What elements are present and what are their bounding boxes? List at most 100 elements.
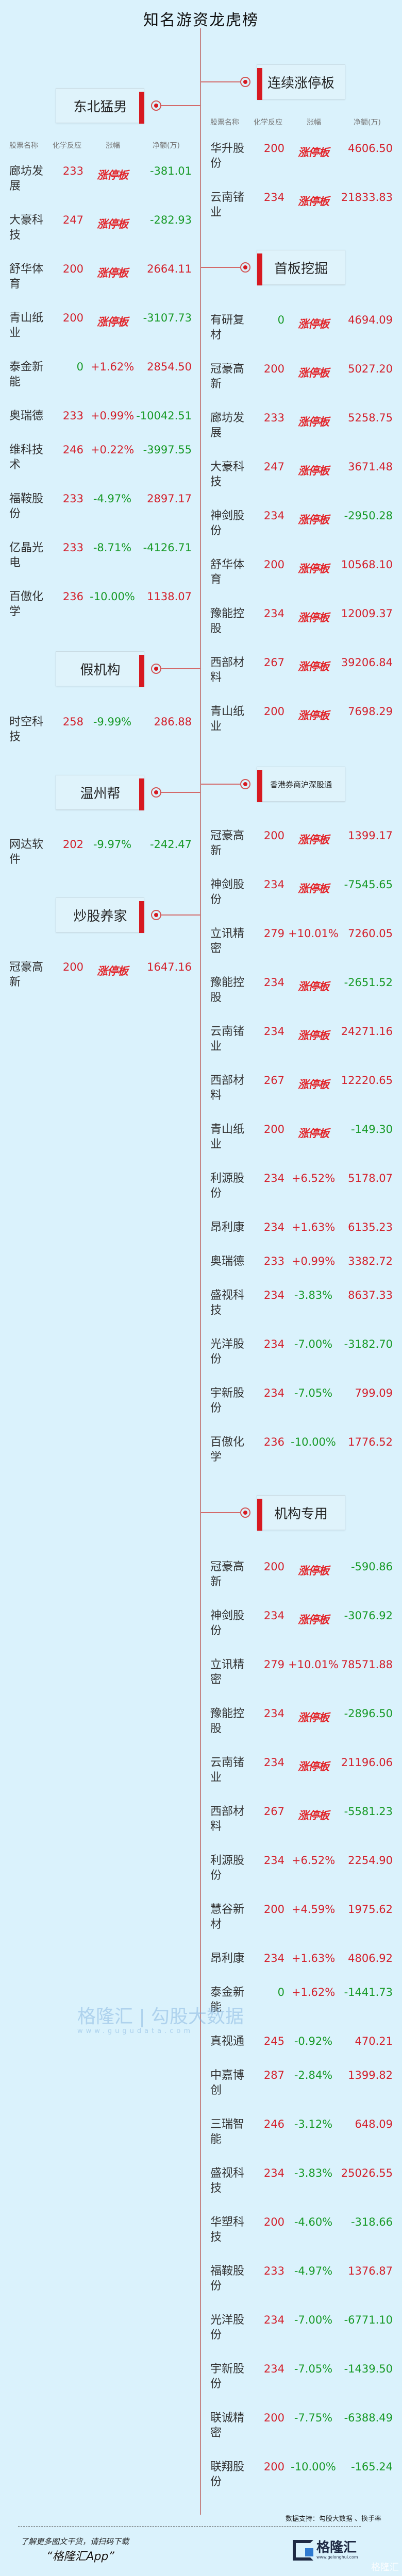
stock-name[interactable]: 光洋股份 xyxy=(210,1338,245,1366)
table-row[interactable]: 神剑股份 234 涨停板 -2950.28 xyxy=(201,509,402,557)
section-tag[interactable]: 首板挖掘 xyxy=(257,250,345,285)
section-tag[interactable]: 机构专用 xyxy=(257,1495,345,1531)
stock-name[interactable]: 大豪科技 xyxy=(9,214,44,242)
table-row[interactable]: 泰金新能 0 +1.62% 2854.50 xyxy=(0,360,201,409)
table-row[interactable]: 西部材料 267 涨停板 -5581.23 xyxy=(201,1804,402,1853)
table-row[interactable]: 青山纸业 200 涨停板 7698.29 xyxy=(201,704,402,735)
stock-name[interactable]: 宇新股份 xyxy=(210,2363,245,2391)
table-row[interactable]: 福鞍股份 233 -4.97% 2897.17 xyxy=(0,492,201,540)
stock-name[interactable]: 神剑股份 xyxy=(210,510,245,537)
stock-name[interactable]: 三瑞智能 xyxy=(210,2118,245,2146)
stock-name[interactable]: 中嘉博创 xyxy=(210,2069,245,2097)
stock-name[interactable]: 有研复材 xyxy=(210,314,245,342)
stock-name[interactable]: 昂利康 xyxy=(210,1221,245,1234)
table-row[interactable]: 冠豪高新 200 涨停板 1399.17 xyxy=(201,828,402,877)
table-row[interactable]: 西部材料 267 涨停板 12220.65 xyxy=(201,1073,402,1122)
stock-name[interactable]: 光洋股份 xyxy=(210,2314,245,2342)
stock-name[interactable]: 华塑科技 xyxy=(210,2216,245,2244)
stock-name[interactable]: 云南锗业 xyxy=(210,1756,245,1784)
table-row[interactable]: 福鞍股份 233 -4.97% 1376.87 xyxy=(201,2264,402,2313)
section-tag[interactable]: 东北猛男 xyxy=(56,88,144,124)
table-row[interactable]: 泰金新能 0 +1.62% -1441.73 xyxy=(201,1985,402,2034)
stock-name[interactable]: 廊坊发展 xyxy=(9,165,44,193)
table-row[interactable]: 利源股份 234 +6.52% 2254.90 xyxy=(201,1853,402,1902)
stock-name[interactable]: 宇新股份 xyxy=(210,1387,245,1415)
table-row[interactable]: 青山纸业 200 涨停板 -3107.73 xyxy=(0,311,201,360)
table-row[interactable]: 神剑股份 234 涨停板 -3076.92 xyxy=(201,1608,402,1657)
table-row[interactable]: 冠豪高新 200 涨停板 -590.86 xyxy=(201,1560,402,1608)
stock-name[interactable]: 泰金新能 xyxy=(9,361,44,388)
table-row[interactable]: 舒华体育 200 涨停板 10568.10 xyxy=(201,557,402,606)
stock-name[interactable]: 泰金新能 xyxy=(210,1986,245,2014)
stock-name[interactable]: 冠豪高新 xyxy=(210,829,245,857)
stock-name[interactable]: 慧谷新材 xyxy=(210,1903,245,1931)
stock-name[interactable]: 大豪科技 xyxy=(210,461,245,488)
stock-name[interactable]: 亿晶光电 xyxy=(9,541,44,569)
table-row[interactable]: 光洋股份 234 -7.00% -6771.10 xyxy=(201,2313,402,2362)
stock-name[interactable]: 冠豪高新 xyxy=(210,363,245,391)
table-row[interactable]: 冠豪高新 200 涨停板 5027.20 xyxy=(201,362,402,411)
section-tag[interactable]: 香港券商沪深股通 xyxy=(257,767,345,802)
table-row[interactable]: 真视通 245 -0.92% 470.21 xyxy=(201,2034,402,2068)
table-row[interactable]: 豫能控股 234 涨停板 -2896.50 xyxy=(201,1706,402,1755)
stock-name[interactable]: 时空科技 xyxy=(9,716,44,743)
table-row[interactable]: 立讯精密 279 +10.01% 78571.88 xyxy=(201,1657,402,1706)
stock-name[interactable]: 利源股份 xyxy=(210,1854,245,1882)
table-row[interactable]: 网达软件 202 -9.97% -242.47 xyxy=(0,837,201,868)
table-row[interactable]: 奥瑞德 233 +0.99% 3382.72 xyxy=(201,1254,402,1288)
table-row[interactable]: 冠豪高新 200 涨停板 1647.16 xyxy=(0,960,201,991)
table-row[interactable]: 豫能控股 234 涨停板 -2651.52 xyxy=(201,975,402,1024)
stock-name[interactable]: 冠豪高新 xyxy=(210,1561,245,1588)
table-row[interactable]: 宇新股份 234 -7.05% 799.09 xyxy=(201,1386,402,1435)
stock-name[interactable]: 豫能控股 xyxy=(210,976,245,1004)
table-row[interactable]: 盛视科技 234 -3.83% 8637.33 xyxy=(201,1288,402,1337)
table-row[interactable]: 百傲化学 236 -10.00% 1138.07 xyxy=(0,589,201,620)
table-row[interactable]: 维科技术 246 +0.22% -3997.55 xyxy=(0,443,201,492)
stock-name[interactable]: 云南锗业 xyxy=(210,1025,245,1053)
table-row[interactable]: 云南锗业 234 涨停板 21833.83 xyxy=(201,190,402,221)
table-row[interactable]: 时空科技 258 -9.99% 286.88 xyxy=(0,715,201,745)
table-row[interactable]: 慧谷新材 200 +4.59% 1975.62 xyxy=(201,1902,402,1951)
table-row[interactable]: 云南锗业 234 涨停板 21196.06 xyxy=(201,1755,402,1804)
stock-name[interactable]: 舒华体育 xyxy=(9,263,44,291)
table-row[interactable]: 青山纸业 200 涨停板 -149.30 xyxy=(201,1122,402,1171)
table-row[interactable]: 昂利康 234 +1.63% 4806.92 xyxy=(201,1951,402,1985)
stock-name[interactable]: 青山纸业 xyxy=(9,312,44,340)
table-row[interactable]: 光洋股份 234 -7.00% -3182.70 xyxy=(201,1337,402,1386)
table-row[interactable]: 西部材料 267 涨停板 39206.84 xyxy=(201,655,402,704)
table-row[interactable]: 云南锗业 234 涨停板 24271.16 xyxy=(201,1024,402,1073)
table-row[interactable]: 华升股份 200 涨停板 4606.50 xyxy=(201,141,402,190)
table-row[interactable]: 联诚精密 200 -7.75% -6388.49 xyxy=(201,2411,402,2460)
stock-name[interactable]: 联翔股份 xyxy=(210,2461,245,2488)
stock-name[interactable]: 百傲化学 xyxy=(9,590,44,618)
stock-name[interactable]: 舒华体育 xyxy=(210,558,245,586)
table-row[interactable]: 神剑股份 234 涨停板 -7545.65 xyxy=(201,877,402,926)
table-row[interactable]: 盛视科技 234 -3.83% 25026.55 xyxy=(201,2166,402,2215)
stock-name[interactable]: 立讯精密 xyxy=(210,1658,245,1686)
stock-name[interactable]: 豫能控股 xyxy=(210,1707,245,1735)
stock-name[interactable]: 昂利康 xyxy=(210,1952,245,1965)
table-row[interactable]: 昂利康 234 +1.63% 6135.23 xyxy=(201,1220,402,1254)
stock-name[interactable]: 冠豪高新 xyxy=(9,961,44,989)
stock-name[interactable]: 豫能控股 xyxy=(210,607,245,635)
table-row[interactable]: 有研复材 0 涨停板 4694.09 xyxy=(201,313,402,362)
stock-name[interactable]: 维科技术 xyxy=(9,444,44,471)
stock-name[interactable]: 神剑股份 xyxy=(210,878,245,906)
stock-name[interactable]: 神剑股份 xyxy=(210,1609,245,1637)
table-row[interactable]: 百傲化学 236 -10.00% 1776.52 xyxy=(201,1435,402,1466)
table-row[interactable]: 舒华体育 200 涨停板 2664.11 xyxy=(0,262,201,311)
table-row[interactable]: 利源股份 234 +6.52% 5178.07 xyxy=(201,1171,402,1220)
stock-name[interactable]: 西部材料 xyxy=(210,1805,245,1833)
stock-name[interactable]: 华升股份 xyxy=(210,142,245,170)
stock-name[interactable]: 青山纸业 xyxy=(210,1123,245,1151)
table-row[interactable]: 宇新股份 234 -7.05% -1439.50 xyxy=(201,2362,402,2411)
stock-name[interactable]: 盛视科技 xyxy=(210,2167,245,2195)
table-row[interactable]: 大豪科技 247 涨停板 -282.93 xyxy=(0,213,201,262)
table-row[interactable]: 联翔股份 200 -10.00% -165.24 xyxy=(201,2460,402,2490)
section-tag[interactable]: 假机构 xyxy=(56,651,144,687)
stock-name[interactable]: 云南锗业 xyxy=(210,191,245,219)
stock-name[interactable]: 廊坊发展 xyxy=(210,412,245,439)
stock-name[interactable]: 奥瑞德 xyxy=(9,410,44,422)
stock-name[interactable]: 立讯精密 xyxy=(210,927,245,955)
table-row[interactable]: 亿晶光电 233 -8.71% -4126.71 xyxy=(0,540,201,589)
